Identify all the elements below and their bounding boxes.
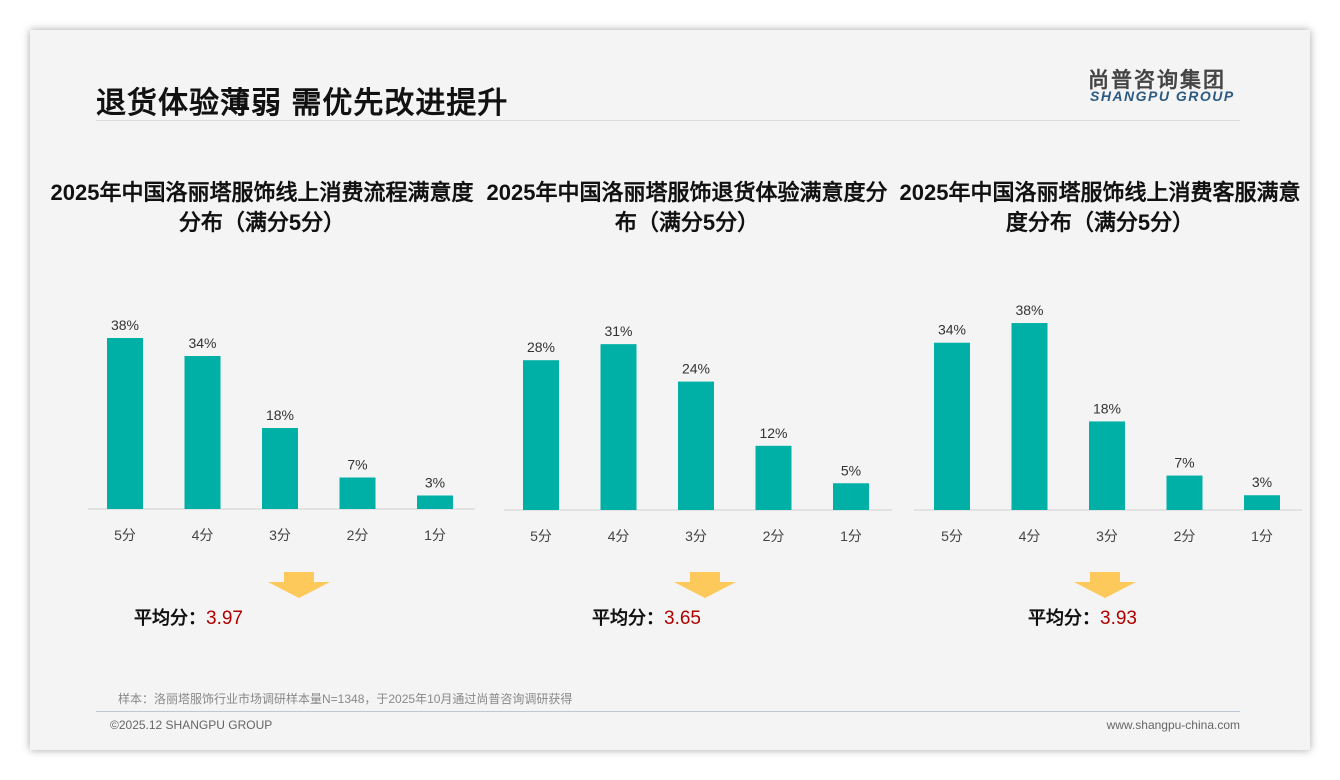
bar-charts: 38% 5分 34% 4分 18% 3分 7% 2分 3% 1分 28% 5分 31% 4分 24% 3分 12…: [88, 302, 1302, 544]
x-tick-label: 5分: [530, 528, 552, 544]
bar: [1011, 323, 1048, 510]
chart-2-title: 2025年中国洛丽塔服饰退货体验满意度分布（满分5分）: [486, 180, 888, 235]
avg-value: 3.65: [664, 608, 701, 629]
data-label: 24%: [682, 361, 710, 377]
x-tick-label: 2分: [763, 528, 785, 544]
bar: [523, 360, 559, 510]
bar: [934, 342, 970, 510]
data-label: 18%: [1093, 400, 1121, 416]
x-tick-label: 4分: [192, 527, 214, 543]
bar: [1166, 475, 1203, 510]
data-label: 7%: [1174, 455, 1194, 471]
data-label: 31%: [604, 323, 632, 339]
bar: [262, 428, 298, 509]
data-label: 5%: [841, 462, 861, 478]
x-tick-label: 1分: [424, 527, 446, 543]
x-tick-label: 4分: [1019, 528, 1041, 544]
x-tick-label: 3分: [1096, 528, 1118, 544]
bar: [600, 344, 637, 510]
bar: [107, 338, 143, 509]
data-label: 3%: [425, 475, 445, 491]
data-label: 3%: [1252, 474, 1272, 490]
data-label: 18%: [266, 407, 294, 423]
chart-3-title: 2025年中国洛丽塔服饰线上消费客服满意度分布（满分5分）: [899, 180, 1301, 235]
x-tick-label: 4分: [608, 528, 630, 544]
logo-en: SHANGPU GROUP: [1090, 88, 1235, 104]
avg-label: 平均分：: [592, 608, 664, 628]
x-tick-label: 2分: [1174, 528, 1196, 544]
data-label: 28%: [527, 339, 555, 355]
page-title: 退货体验薄弱 需优先改进提升: [96, 87, 509, 120]
bar: [339, 477, 376, 509]
sample-note: 样本：洛丽塔服饰行业市场调研样本量N=1348，于2025年10月通过尚普咨询调…: [118, 692, 573, 706]
avg-label: 平均分：: [134, 608, 206, 628]
avg-value: 3.97: [206, 608, 243, 629]
footer-divider: [96, 711, 1240, 712]
bar: [678, 381, 714, 510]
average-score-2: 平均分：3.65: [592, 604, 701, 630]
x-tick-label: 3分: [685, 528, 707, 544]
website-link[interactable]: www.shangpu-china.com: [1106, 718, 1240, 732]
bar: [184, 356, 221, 509]
x-tick-label: 5分: [114, 527, 136, 543]
chart-1-title: 2025年中国洛丽塔服饰线上消费流程满意度分布（满分5分）: [50, 180, 474, 235]
bar: [417, 495, 453, 509]
bar: [833, 483, 869, 510]
x-tick-label: 1分: [840, 528, 862, 544]
x-tick-label: 1分: [1251, 528, 1273, 544]
average-score-1: 平均分：3.97: [134, 604, 243, 630]
avg-label: 平均分：: [1028, 608, 1100, 628]
data-label: 12%: [759, 425, 787, 441]
average-score-3: 平均分：3.93: [1028, 604, 1137, 630]
x-tick-label: 5分: [941, 528, 963, 544]
x-tick-label: 3分: [269, 527, 291, 543]
data-label: 34%: [188, 335, 216, 351]
bar: [1089, 421, 1125, 510]
data-label: 38%: [111, 317, 139, 333]
bar: [755, 445, 792, 510]
x-tick-label: 2分: [347, 527, 369, 543]
bar: [1244, 495, 1280, 510]
data-label: 7%: [347, 457, 367, 473]
data-label: 38%: [1015, 302, 1043, 318]
header-divider: [96, 120, 1240, 121]
copyright: ©2025.12 SHANGPU GROUP: [110, 718, 273, 732]
data-label: 34%: [938, 322, 966, 338]
avg-value: 3.93: [1100, 608, 1137, 629]
logo-cn: 尚普咨询集团: [1088, 69, 1226, 92]
slide: 退货体验薄弱 需优先改进提升 尚普咨询集团 SHANGPU GROUP 2025…: [30, 30, 1310, 750]
